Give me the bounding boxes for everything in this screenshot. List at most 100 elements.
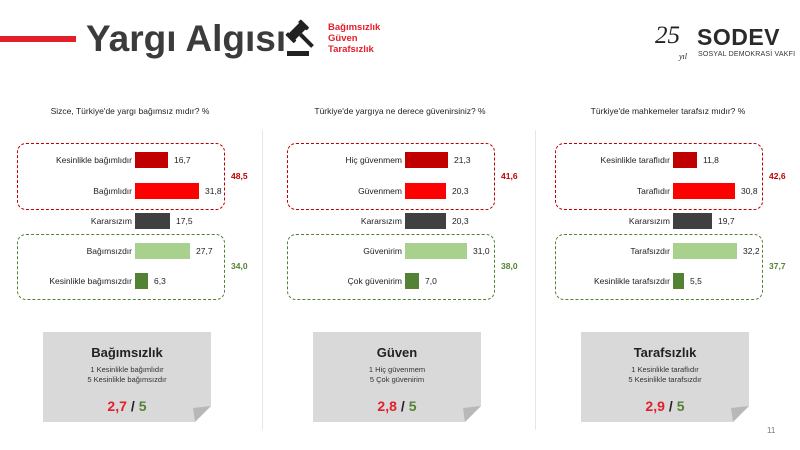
sodev-logo: 25 yıl SODEV SOSYAL DEMOKRASİ VAKFI [655, 22, 795, 62]
page-title: Yargı Algısı [86, 18, 287, 59]
category-label: Kesinlikle taraflıdır [600, 155, 670, 165]
category-label: Kesinlikle bağımsızdır [49, 276, 132, 286]
bar [405, 273, 419, 289]
category-label: Bağımsızdır [86, 246, 132, 256]
summary-card: Tarafsızlık 1 Kesinlikle taraflıdır 5 Kesi… [581, 332, 749, 422]
accent-bar [0, 36, 76, 42]
summary-card: Güven 1 Hiç güvenmem 5 Çok güvenirim 2,8/5 [313, 332, 481, 422]
category-label: Kararsızım [628, 216, 670, 226]
scale-line: 5 Kesinlikle bağımsızdır [87, 375, 167, 384]
score-separator: / [400, 398, 405, 414]
category-label: Güvenirim [363, 246, 402, 256]
group-total-label: 48,5 [231, 170, 248, 181]
bar [405, 243, 467, 259]
chart-title: Türkiye'de yargıya ne derece güvenirsini… [314, 106, 486, 116]
gavel-icon [285, 19, 314, 56]
page-number: 11 [767, 426, 776, 435]
scale-line: 5 Kesinlikle tarafsızdır [628, 375, 702, 384]
chart-title: Sizce, Türkiye'de yargı bağımsız mıdır? … [50, 106, 210, 116]
group-frame [287, 143, 495, 210]
card-title: Güven [376, 345, 418, 360]
bar [135, 183, 199, 199]
chart-panel: Türkiye'de mahkemeler tarafsız mıdır? % 4… [543, 0, 793, 450]
category-label: Hiç güvenmem [345, 155, 402, 165]
score-value: 2,7 [107, 398, 127, 414]
chart-title: Türkiye'de mahkemeler tarafsız mıdır? % [590, 106, 746, 116]
category-label: Kararsızım [360, 216, 402, 226]
chart-panel: Türkiye'de yargıya ne derece güvenirsini… [275, 0, 525, 450]
category-label: Tarafsızdır [630, 246, 670, 256]
score-max: 5 [408, 398, 417, 414]
value-label: 31,0 [473, 246, 490, 256]
logo-number: 25 [655, 22, 680, 49]
logo-year-word: yıl [679, 52, 687, 61]
bar [673, 152, 697, 168]
category-label: Kesinlikle bağımlıdır [55, 155, 132, 165]
group-total-label: 42,6 [769, 170, 786, 181]
column-divider [262, 130, 263, 430]
group-total-label: 41,6 [501, 170, 518, 181]
value-label: 32,2 [743, 246, 760, 256]
value-label: 19,7 [718, 216, 735, 226]
value-label: 20,3 [452, 186, 469, 196]
score-value: 2,9 [645, 398, 665, 414]
bar [673, 213, 712, 229]
logo-brand: SODEV [697, 24, 781, 50]
bar [135, 243, 190, 259]
bar [405, 213, 446, 229]
topic-tags: Bağımsızlık Güven Tarafsızlık [328, 22, 380, 55]
score-line: 2,9/5 [581, 398, 749, 414]
value-label: 21,3 [454, 155, 471, 165]
scale-line: 1 Hiç güvenmem [368, 365, 426, 374]
score-max: 5 [676, 398, 685, 414]
group-total-label: 34,0 [231, 261, 248, 271]
category-label: Çok güvenirim [347, 276, 402, 286]
value-label: 16,7 [174, 155, 191, 165]
topic-tag: Tarafsızlık [328, 44, 374, 55]
group-frame [17, 143, 225, 210]
value-label: 20,3 [452, 216, 469, 226]
score-value: 2,8 [377, 398, 397, 414]
bar [673, 183, 735, 199]
category-label: Taraflıdır [636, 186, 670, 196]
summary-card: Bağımsızlık 1 Kesinlikle bağımlıdır 5 Kesi… [43, 332, 211, 422]
value-label: 17,5 [176, 216, 193, 226]
category-label: Bağımlıdır [93, 186, 132, 196]
value-label: 7,0 [425, 276, 437, 286]
bar [405, 152, 448, 168]
group-total-label: 38,0 [501, 261, 518, 271]
score-line: 2,8/5 [313, 398, 481, 414]
topic-tag: Bağımsızlık [328, 22, 381, 33]
category-label: Kesinlikle tarafsızdır [593, 276, 670, 286]
score-separator: / [668, 398, 673, 414]
bar [405, 183, 446, 199]
column-divider [535, 130, 536, 430]
group-frame [17, 234, 225, 300]
value-label: 31,8 [205, 186, 222, 196]
bar [673, 273, 684, 289]
category-label: Kararsızım [90, 216, 132, 226]
value-label: 11,8 [703, 155, 719, 165]
value-label: 6,3 [154, 276, 166, 286]
scale-line: 1 Kesinlikle bağımlıdır [90, 365, 164, 374]
score-separator: / [130, 398, 135, 414]
category-label: Güvenmem [358, 186, 402, 196]
group-frame [555, 234, 763, 300]
chart-panel: Sizce, Türkiye'de yargı bağımsız mıdır? … [5, 0, 255, 450]
card-shape [313, 332, 481, 422]
card-shape [43, 332, 211, 422]
value-label: 30,8 [741, 186, 758, 196]
value-label: 27,7 [196, 246, 213, 256]
bar [135, 213, 170, 229]
score-line: 2,7/5 [43, 398, 211, 414]
bar [673, 243, 737, 259]
topic-tag: Güven [328, 33, 358, 44]
logo-subtitle: SOSYAL DEMOKRASİ VAKFI [698, 51, 796, 58]
card-title: Bağımsızlık [91, 345, 163, 360]
group-frame [555, 143, 763, 210]
scale-line: 5 Çok güvenirim [369, 375, 425, 384]
bar [135, 273, 148, 289]
group-total-label: 37,7 [769, 261, 786, 271]
card-shape [581, 332, 749, 422]
value-label: 5,5 [690, 276, 702, 286]
